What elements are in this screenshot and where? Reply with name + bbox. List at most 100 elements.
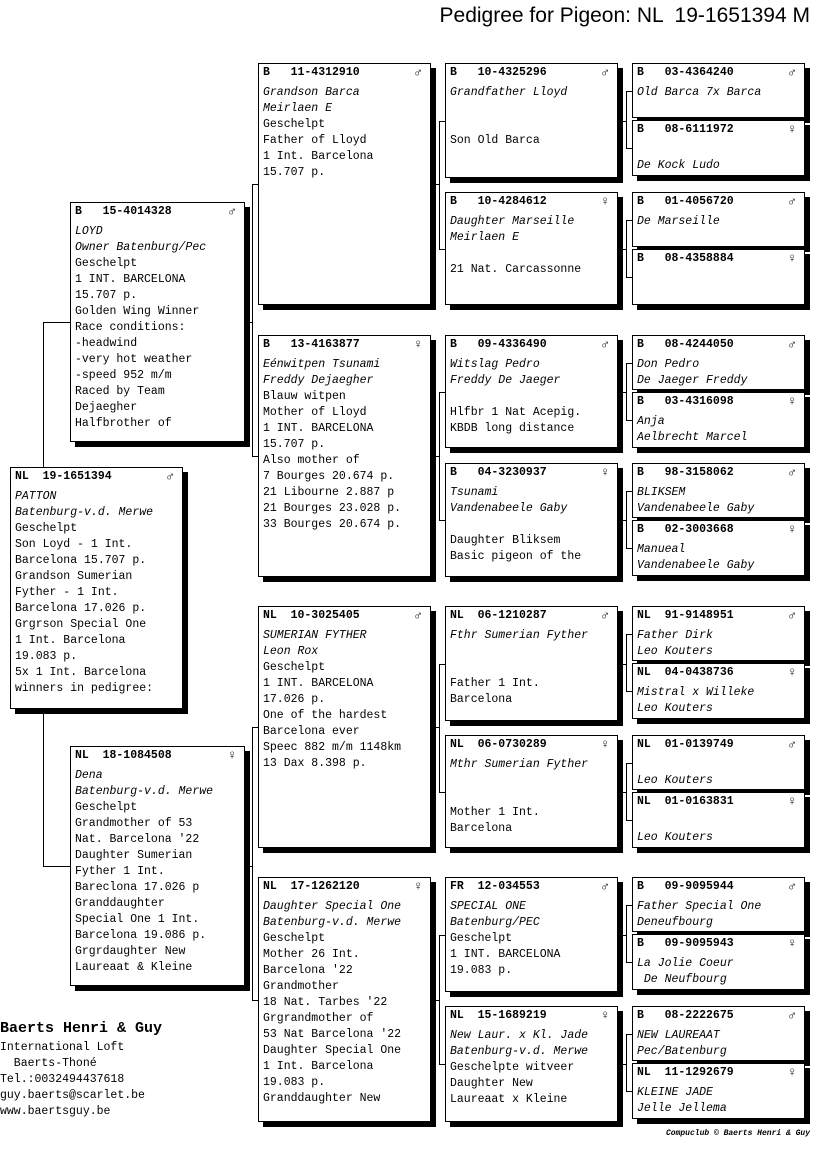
pigeon-card[interactable]: NL 17-1262120 ♀ Daughter Special One Batenb… (258, 877, 431, 1122)
connector-line (623, 935, 626, 936)
pigeon-detail: Mother 1 Int. (450, 806, 540, 819)
ring-number: B 10-4325296 ♂ (450, 65, 609, 80)
pigeon-card[interactable]: B 09-4336490 ♂ Witslag Pedro Freddy De Jaeg… (445, 335, 618, 448)
connector-line (439, 121, 445, 122)
pigeon-card[interactable]: NL 01-0163831 ♀ Leo Kouters (632, 792, 805, 848)
pigeon-name: BLIKSEM (637, 486, 686, 499)
pigeon-name: Grandson Barca (263, 86, 360, 99)
connector-line (436, 184, 439, 185)
ring-number: NL 10-3025405 ♂ (263, 608, 422, 623)
connector-line (626, 363, 627, 420)
connector-line (623, 121, 626, 122)
pigeon-card[interactable]: NL 11-1292679 ♀ KLEINE JADE Jelle Jellema (632, 1063, 805, 1119)
pigeon-card[interactable]: B 08-6111972 ♀ De Kock Ludo (632, 120, 805, 176)
breeder-email: guy.baerts@scarlet.be (0, 1089, 145, 1102)
connector-line (623, 792, 626, 793)
pigeon-detail: 1 INT. BARCELONA (450, 948, 561, 961)
pigeon-detail: 1 Int. Barcelona (15, 634, 126, 647)
connector-line (250, 866, 252, 867)
pigeon-card[interactable]: NL 18-1084508 ♀ Dena Batenburg-v.d. Merwe Ge… (70, 746, 245, 986)
pigeon-name: De Kock Ludo (637, 159, 720, 172)
pigeon-card[interactable]: B 10-4284612 ♀ Daughter Marseille Meirlaen … (445, 192, 618, 305)
pigeon-card[interactable]: B 02-3003668 ♀ Manueal Vandenabeele Gaby (632, 520, 805, 576)
pigeon-detail: Geschelpt (75, 257, 138, 270)
pigeon-detail: Grgrson Special One (15, 618, 147, 631)
pigeon-detail: Daughter New (450, 1077, 533, 1090)
pigeon-detail: Granddaughter (75, 897, 165, 910)
pigeon-card[interactable]: FR 12-034553 ♂ SPECIAL ONE Batenburg/PEC Ges… (445, 877, 618, 992)
pigeon-detail: Granddaughter New (263, 1092, 381, 1105)
ring-number: B 08-6111972 ♀ (637, 122, 796, 137)
ring-number: B 15-4014328 ♂ (75, 204, 236, 219)
pigeon-detail: Daughter Special One (263, 1044, 402, 1057)
pigeon-card[interactable]: B 11-4312910 ♂ Grandson Barca Meirlaen E Ges… (258, 63, 431, 305)
pigeon-card[interactable]: B 03-4364240 ♂ Old Barca 7x Barca (632, 63, 805, 118)
ring-number: B 09-9095944 ♂ (637, 879, 796, 894)
connector-line (436, 456, 439, 457)
pigeon-card[interactable]: NL 04-0438736 ♀ Mistral x Willeke Leo Koute… (632, 663, 805, 719)
pigeon-card[interactable]: NL 06-0730289 ♀ Mthr Sumerian Fyther Mother… (445, 735, 618, 848)
pigeon-detail: Mother 26 Int. (263, 948, 360, 961)
pigeon-detail (450, 101, 617, 117)
pigeon-card[interactable]: NL 06-1210287 ♂ Fthr Sumerian Fyther Father… (445, 606, 618, 721)
connector-line (436, 727, 439, 728)
pigeon-card[interactable]: B 08-2222675 ♂ NEW LAUREAAT Pec/Batenburg (632, 1006, 805, 1061)
pigeon-detail: 21 Libourne 2.887 p (263, 486, 395, 499)
pigeon-card[interactable]: NL 19-1651394 ♂ PATTON Batenburg-v.d. Merwe… (10, 467, 183, 709)
pigeon-name: De Jaeger Freddy (637, 374, 748, 387)
pigeon-card[interactable]: B 15-4014328 ♂ LOYD Owner Batenburg/Pec Gesc… (70, 202, 245, 442)
pigeon-card[interactable]: B 08-4358884 ♀ (632, 249, 805, 305)
pigeon-name (637, 757, 804, 773)
connector-line (626, 763, 632, 764)
ring-number: NL 01-0139749 ♂ (637, 737, 796, 752)
pigeon-name: Pec/Batenburg (637, 1045, 727, 1058)
female-icon: ♀ (788, 936, 796, 951)
pigeon-detail: Grgrdaughter New (75, 945, 186, 958)
pigeon-name: Eénwitpen Tsunami (263, 358, 381, 371)
pigeon-card[interactable]: B 13-4163877 ♀ Eénwitpen Tsunami Freddy Dej… (258, 335, 431, 577)
pigeon-card[interactable]: B 09-9095944 ♂ Father Special One Deneufbou… (632, 877, 805, 932)
pigeon-card[interactable]: B 98-3158062 ♂ BLIKSEM Vandenabeele Gaby (632, 463, 805, 518)
connector-line (252, 184, 258, 185)
connector-line (252, 727, 253, 1000)
footer-credit: Compuclub © Baerts Henri & Guy (665, 1129, 810, 1138)
pigeon-card[interactable]: NL 10-3025405 ♂ SUMERIAN FYTHER Leon Rox Ges… (258, 606, 431, 848)
pigeon-card[interactable]: B 09-9095943 ♀ La Jolie Coeur De Neufbourg (632, 934, 805, 990)
pigeon-card[interactable]: NL 91-9148951 ♂ Father Dirk Leo Kouters (632, 606, 805, 661)
pigeon-card[interactable]: B 03-4316098 ♀ Anja Aelbrecht Marcel (632, 392, 805, 448)
connector-line (439, 664, 445, 665)
pigeon-card[interactable]: B 01-4056720 ♂ De Marseille (632, 192, 805, 247)
male-icon: ♂ (788, 194, 796, 209)
pigeon-detail: Mother of Lloyd (263, 406, 367, 419)
ring-number: B 09-4336490 ♂ (450, 337, 609, 352)
ring-number: B 09-9095943 ♀ (637, 936, 796, 951)
pigeon-detail: -headwind (75, 337, 138, 350)
pigeon-name: Batenburg-v.d. Merwe (450, 1045, 589, 1058)
female-icon: ♀ (788, 1065, 796, 1080)
male-icon: ♂ (788, 608, 796, 623)
breeder-name: Baerts Henri & Guy (0, 1020, 163, 1037)
pigeon-card[interactable]: NL 01-0139749 ♂ Leo Kouters (632, 735, 805, 790)
pigeon-name: Meirlaen E (263, 102, 333, 115)
pigeon-card[interactable]: B 08-4244050 ♂ Don Pedro De Jaeger Freddy (632, 335, 805, 390)
connector-line (439, 664, 440, 792)
pigeon-detail: Geschelpt (75, 801, 138, 814)
pigeon-name: Deneufbourg (637, 916, 713, 929)
pigeon-card[interactable]: B 10-4325296 ♂ Grandfather Lloyd Son Old Ba… (445, 63, 618, 178)
male-icon: ♂ (414, 65, 422, 80)
connector-line (439, 392, 445, 393)
connector-line (252, 456, 258, 457)
pigeon-detail (450, 389, 617, 405)
pigeon-card[interactable]: B 04-3230937 ♀ Tsunami Vandenabeele Gaby Dau… (445, 463, 618, 577)
connector-line (626, 491, 627, 548)
male-icon: ♂ (601, 337, 609, 352)
connector-line (626, 91, 632, 92)
pigeon-detail: Geschelpt (263, 118, 326, 131)
pigeon-name: Jelle Jellema (637, 1102, 727, 1115)
pigeon-card[interactable]: NL 15-1689219 ♀ New Laur. x Kl. Jade Batenb… (445, 1006, 618, 1122)
ring-number: B 08-2222675 ♂ (637, 1008, 796, 1023)
pigeon-detail: 18 Nat. Tarbes '22 (263, 996, 388, 1009)
pigeon-detail: Grandson Sumerian (15, 570, 133, 583)
connector-line (623, 520, 626, 521)
pigeon-detail: 21 Nat. Carcassonne (450, 263, 582, 276)
